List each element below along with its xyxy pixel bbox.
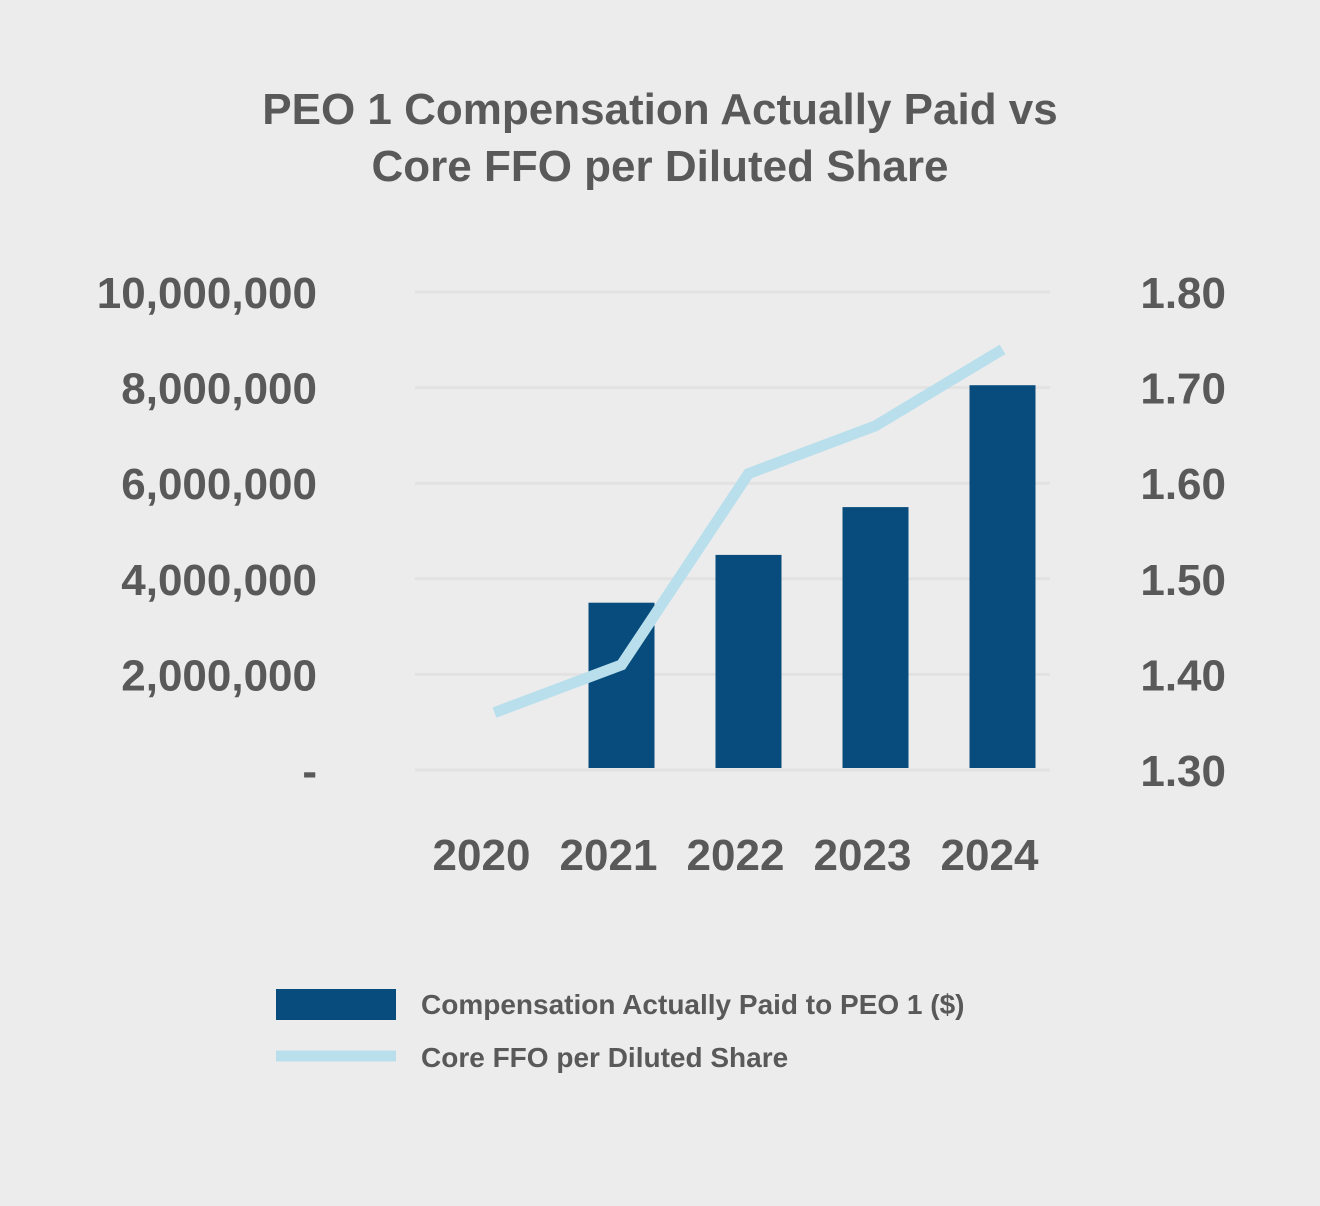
right-tick-label: 1.40 (1140, 651, 1226, 700)
bar (842, 507, 909, 768)
x-tick-label: 2020 (433, 831, 531, 880)
left-tick-label: - (302, 747, 317, 796)
x-tick-label: 2024 (941, 831, 1039, 880)
bar-series (588, 385, 1036, 768)
chart-title-line-1: PEO 1 Compensation Actually Paid vs (262, 85, 1057, 134)
right-tick-label: 1.30 (1140, 747, 1226, 796)
left-tick-label: 8,000,000 (121, 365, 317, 414)
right-tick-label: 1.50 (1140, 556, 1226, 605)
x-tick-label: 2022 (687, 831, 785, 880)
legend-bar-swatch (276, 989, 396, 1020)
right-tick-label: 1.70 (1140, 365, 1226, 414)
legend: Compensation Actually Paid to PEO 1 ($) C… (276, 989, 965, 1073)
bar (969, 385, 1036, 768)
left-axis-ticks: - 2,000,000 4,000,000 6,000,000 8,000,000 10,… (97, 269, 317, 796)
left-tick-label: 10,000,000 (97, 269, 317, 318)
bar (715, 554, 782, 768)
x-tick-label: 2021 (560, 831, 658, 880)
x-tick-label: 2023 (814, 831, 912, 880)
right-tick-label: 1.60 (1140, 460, 1226, 509)
right-tick-label: 1.80 (1140, 269, 1226, 318)
legend-bar-label: Compensation Actually Paid to PEO 1 ($) (421, 989, 965, 1020)
right-axis-ticks: 1.30 1.40 1.50 1.60 1.70 1.80 (1140, 269, 1226, 796)
left-tick-label: 6,000,000 (121, 460, 317, 509)
left-tick-label: 4,000,000 (121, 556, 317, 605)
x-axis-ticks: 2020 2021 2022 2023 2024 (433, 831, 1039, 880)
left-tick-label: 2,000,000 (121, 651, 317, 700)
legend-line-label: Core FFO per Diluted Share (421, 1042, 788, 1073)
line-series (492, 344, 1006, 718)
chart-title-line-2: Core FFO per Diluted Share (372, 142, 949, 191)
